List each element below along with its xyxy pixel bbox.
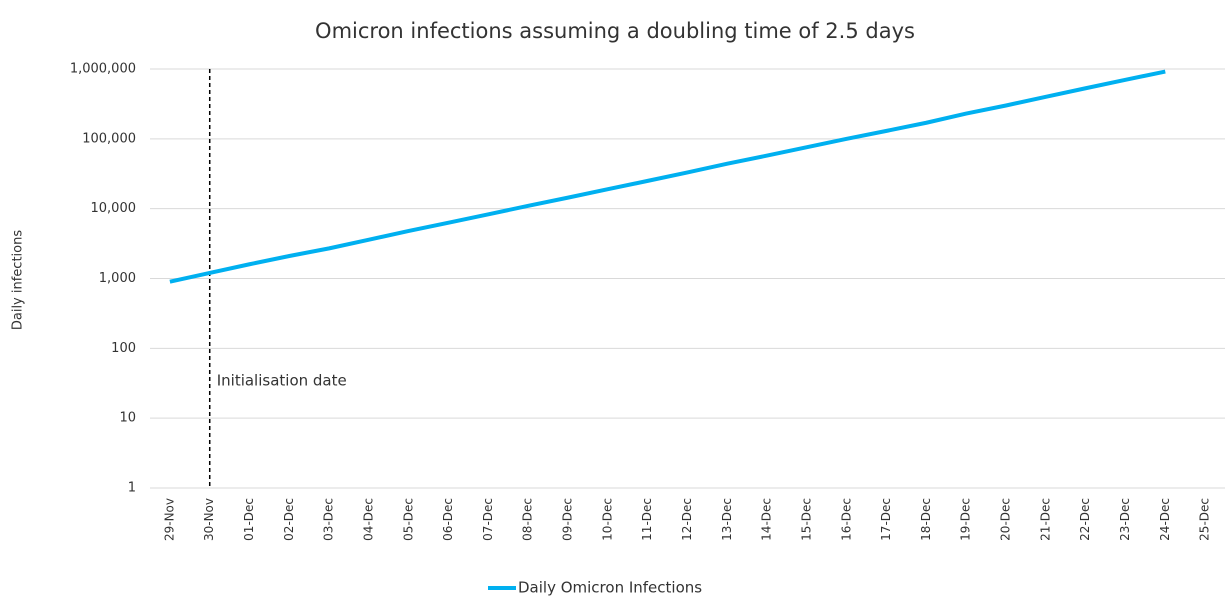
x-tick-label: 25-Dec (1198, 498, 1212, 541)
y-tick-label: 100,000 (82, 131, 136, 146)
x-tick-label: 19-Dec (959, 498, 973, 541)
chart-title: Omicron infections assuming a doubling t… (315, 19, 915, 43)
x-tick-label: 14-Dec (760, 498, 774, 541)
y-tick-label: 1,000,000 (70, 62, 136, 77)
x-tick-label: 03-Dec (322, 498, 336, 541)
x-tick-label: 08-Dec (521, 498, 535, 541)
y-tick-label: 1 (128, 481, 136, 496)
x-tick-label: 24-Dec (1158, 498, 1172, 541)
y-tick-label: 1,000 (99, 271, 136, 286)
x-tick-label: 13-Dec (720, 498, 734, 541)
data-line (169, 69, 1166, 284)
x-tick-label: 18-Dec (919, 498, 933, 541)
x-tick-label: 23-Dec (1118, 498, 1132, 541)
y-tick-label: 100 (111, 341, 136, 356)
x-tick-label: 17-Dec (879, 498, 893, 541)
x-tick-label: 30-Nov (202, 498, 216, 541)
x-tick-label: 04-Dec (361, 498, 375, 541)
y-tick-label: 10,000 (91, 201, 137, 216)
x-tick-label: 21-Dec (1038, 498, 1052, 541)
x-tick-label: 12-Dec (680, 498, 694, 541)
y-axis-title: Daily infections (11, 230, 26, 331)
x-tick-label: 10-Dec (600, 498, 614, 541)
x-tick-label: 11-Dec (640, 498, 654, 541)
x-tick-label: 15-Dec (799, 498, 813, 541)
x-tick-label: 09-Dec (561, 498, 575, 541)
x-tick-label: 06-Dec (441, 498, 455, 541)
x-tick-label: 05-Dec (401, 498, 415, 541)
x-tick-label: 22-Dec (1078, 498, 1092, 541)
annotation-text: Initialisation date (217, 372, 347, 390)
x-tick-label: 02-Dec (282, 498, 296, 541)
x-tick-label: 29-Nov (162, 498, 176, 541)
y-tick-label: 10 (119, 411, 136, 426)
x-tick-label: 01-Dec (242, 498, 256, 541)
x-tick-label: 16-Dec (839, 498, 853, 541)
x-tick-label: 07-Dec (481, 498, 495, 541)
legend-label: Daily Omicron Infections (518, 579, 702, 597)
x-tick-label: 20-Dec (999, 498, 1013, 541)
